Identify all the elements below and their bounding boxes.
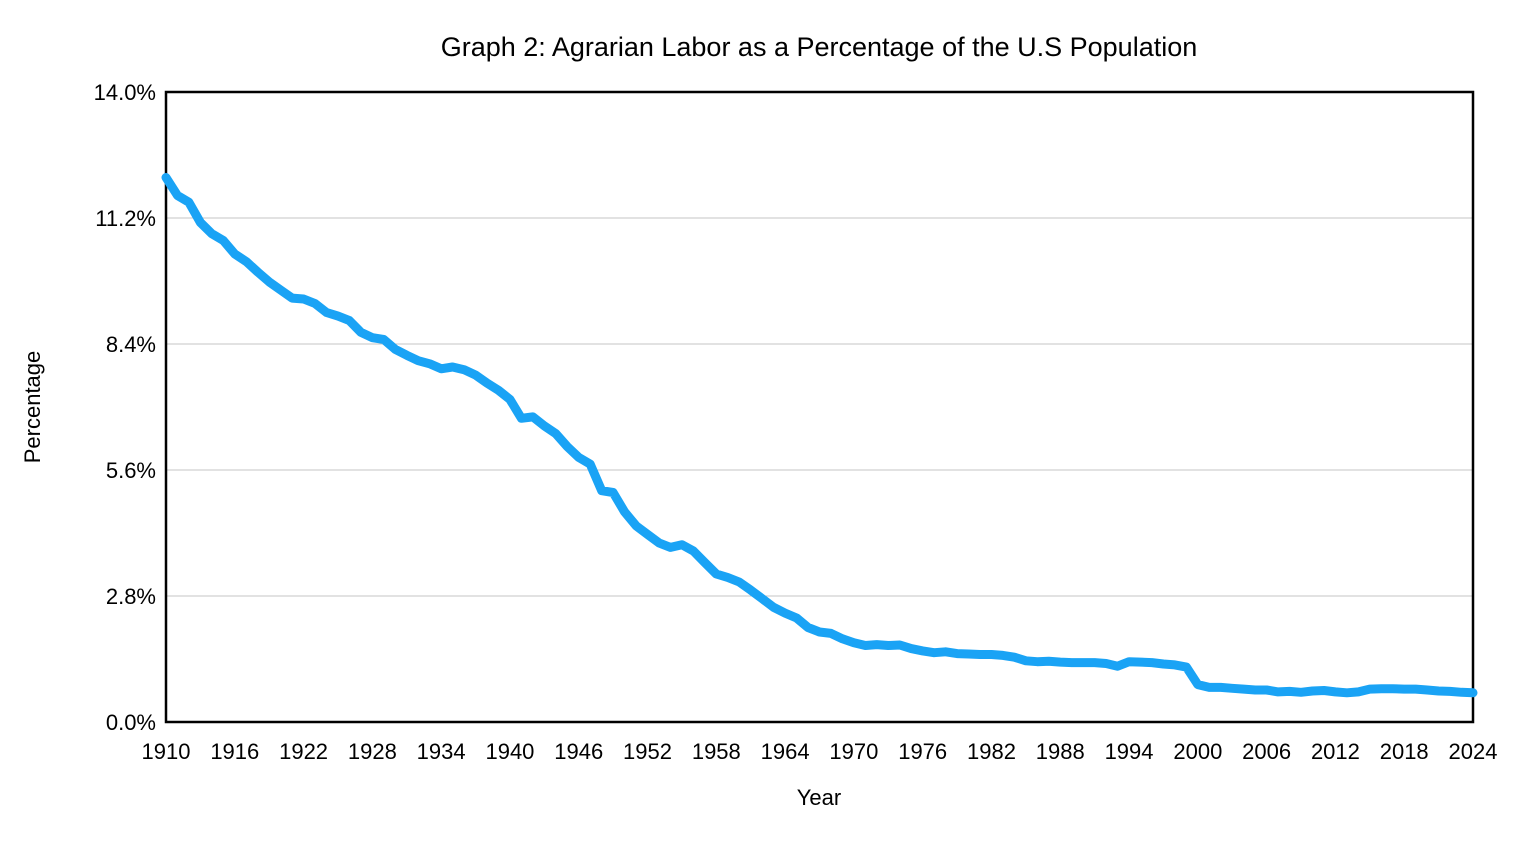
y-tick-label: 8.4% — [106, 332, 156, 357]
x-tick-label: 1988 — [1036, 739, 1085, 764]
x-tick-label: 1964 — [761, 739, 810, 764]
y-axis-label: Percentage — [20, 351, 45, 464]
series-layer — [161, 173, 1478, 698]
x-tick-label: 1958 — [692, 739, 741, 764]
chart-title: Graph 2: Agrarian Labor as a Percentage … — [441, 32, 1198, 62]
x-tick-label: 1952 — [623, 739, 672, 764]
x-tick-label: 1928 — [348, 739, 397, 764]
x-axis-ticks: 1910 1916 1922 1928 1934 1940 1946 1952 1958 1964… — [142, 739, 1498, 764]
x-tick-label: 1994 — [1105, 739, 1154, 764]
x-tick-label: 1910 — [142, 739, 191, 764]
x-axis-label: Year — [797, 785, 841, 810]
series-line — [161, 173, 1478, 698]
x-tick-label: 2024 — [1449, 739, 1498, 764]
x-tick-label: 1940 — [485, 739, 534, 764]
x-tick-label: 1916 — [210, 739, 259, 764]
x-tick-label: 1922 — [279, 739, 328, 764]
x-tick-label: 2000 — [1173, 739, 1222, 764]
x-tick-label: 1934 — [417, 739, 466, 764]
x-tick-label: 2006 — [1242, 739, 1291, 764]
y-tick-label: 2.8% — [106, 584, 156, 609]
x-tick-label: 1946 — [554, 739, 603, 764]
x-tick-label: 2012 — [1311, 739, 1360, 764]
x-tick-label: 1970 — [829, 739, 878, 764]
x-tick-label: 2018 — [1380, 739, 1429, 764]
y-tick-label: 11.2% — [95, 206, 156, 231]
plot-frame — [164, 90, 1475, 724]
x-tick-label: 1982 — [967, 739, 1016, 764]
y-tick-label: 5.6% — [106, 458, 156, 483]
x-tick-label: 1976 — [898, 739, 947, 764]
gridlines — [166, 217, 1473, 597]
y-tick-label: 0.0% — [106, 710, 156, 735]
y-tick-label: 14.0% — [94, 80, 156, 105]
y-axis-ticks: 0.0% 2.8% 5.6% 8.4% 11.2% 14.0% — [94, 80, 156, 735]
